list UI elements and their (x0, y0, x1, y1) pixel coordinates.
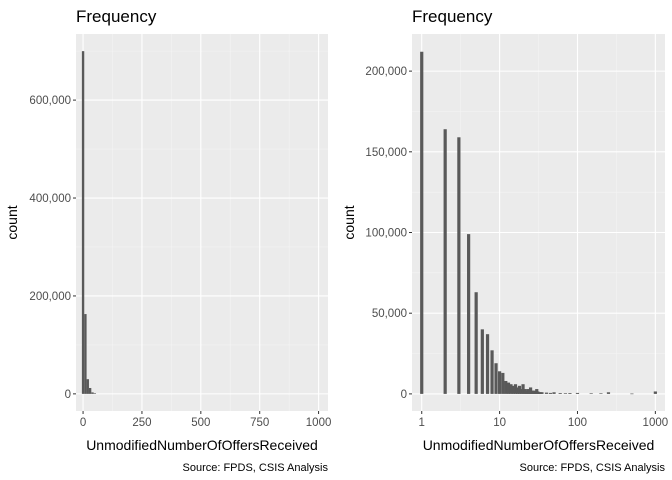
y-tick-label: 200,000 (29, 291, 71, 303)
histogram-bar (552, 392, 556, 394)
x-tick-label: 250 (132, 417, 151, 429)
histogram-bar (485, 334, 490, 394)
histogram-bar (457, 137, 461, 394)
histogram-bar (653, 391, 657, 394)
y-tick-label: 0 (401, 389, 407, 401)
y-tick-label: 50,000 (372, 308, 407, 320)
histogram-bar (519, 389, 523, 394)
histogram-bar (630, 393, 634, 395)
chart-title: Frequency (412, 7, 493, 26)
histogram-bar (504, 380, 508, 394)
x-tick-label: 10 (493, 417, 506, 429)
histogram-bar (589, 393, 593, 395)
histogram-bar (513, 384, 518, 394)
y-tick-label: 100,000 (365, 228, 407, 240)
histogram-bar (563, 393, 568, 394)
x-axis-title: UnmodifiedNumberOfOffersReceived (86, 437, 318, 453)
caption: Source: FPDS, CSIS Analysis (520, 462, 666, 474)
y-tick-label: 200,000 (365, 66, 407, 78)
histogram-bar (509, 384, 513, 394)
histogram-bar (474, 292, 478, 394)
chart-title: Frequency (76, 7, 157, 26)
histogram-bar (467, 234, 471, 394)
y-tick-label: 600,000 (29, 95, 71, 107)
x-tick-label: 1000 (643, 417, 669, 429)
histogram-bar (521, 384, 525, 394)
x-tick-label: 500 (191, 417, 210, 429)
y-axis-title: count (341, 205, 357, 239)
histogram-bar (517, 385, 522, 394)
x-tick-label: 1 (419, 417, 425, 429)
histogram-bar (81, 51, 85, 394)
histogram-bar (548, 392, 553, 394)
y-tick-label: 150,000 (365, 147, 407, 159)
x-tick-label: 100 (568, 417, 587, 429)
y-tick-label: 400,000 (29, 193, 71, 205)
histogram-bar (490, 350, 494, 394)
histogram-bar (606, 392, 611, 394)
frequency-log-panel: 0 50,000 100,000 150,000 200,000 1 10 100 1000 Fr… (341, 7, 668, 474)
histogram-bar (443, 129, 447, 394)
x-axis-title: UnmodifiedNumberOfOffersReceived (423, 437, 655, 453)
histogram-bar (86, 379, 89, 394)
x-tick-label: 1000 (306, 417, 332, 429)
histogram-bar (480, 329, 484, 394)
histogram-bar (501, 372, 505, 394)
histogram-bar (420, 51, 424, 394)
histogram-bar (575, 392, 580, 394)
histogram-bar (535, 389, 539, 394)
x-tick-label: 750 (250, 417, 269, 429)
histogram-bar (91, 392, 94, 394)
histogram-bar (599, 393, 603, 395)
histogram-bar (568, 393, 572, 394)
histogram-bar (540, 392, 544, 394)
histogram-bar (528, 387, 533, 394)
histogram-bar (93, 393, 97, 394)
histogram-bar (498, 371, 502, 394)
histogram-bar (506, 382, 511, 394)
y-axis-title: count (4, 205, 20, 239)
histogram-bar (544, 392, 549, 394)
frequency-linear-panel: 0 200,000 400,000 600,000 0 250 500 750 1000 Freq… (4, 7, 331, 474)
histogram-bar (558, 393, 562, 394)
panel-background (76, 34, 328, 411)
histogram-bar (84, 314, 87, 394)
caption: Source: FPDS, CSIS Analysis (183, 462, 329, 474)
y-tick-label: 0 (65, 389, 71, 401)
histogram-bar (515, 387, 520, 394)
histogram-bar (494, 363, 498, 394)
histogram-bar (88, 387, 92, 394)
x-tick-label: 0 (80, 417, 86, 429)
histogram-bar (511, 385, 515, 394)
